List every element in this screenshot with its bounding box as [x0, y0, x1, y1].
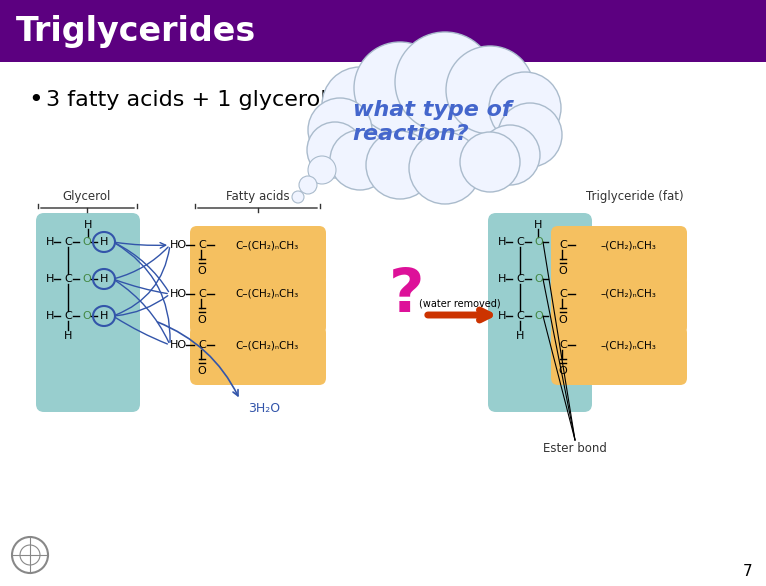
Text: O: O — [558, 266, 568, 276]
FancyBboxPatch shape — [36, 213, 140, 412]
Circle shape — [308, 156, 336, 184]
Text: C: C — [516, 274, 524, 284]
FancyBboxPatch shape — [488, 213, 592, 412]
Text: O: O — [198, 366, 206, 376]
Text: C: C — [559, 240, 567, 250]
Text: –(CH₂)ₙCH₃: –(CH₂)ₙCH₃ — [600, 240, 656, 250]
Text: O: O — [535, 237, 543, 247]
Text: C: C — [516, 237, 524, 247]
Text: O: O — [535, 274, 543, 284]
Circle shape — [307, 122, 363, 178]
Circle shape — [330, 130, 390, 190]
Text: H: H — [83, 220, 92, 230]
Text: O: O — [83, 237, 91, 247]
Circle shape — [299, 176, 317, 194]
Text: O: O — [558, 366, 568, 376]
Text: (water removed): (water removed) — [419, 299, 501, 309]
Circle shape — [480, 125, 540, 185]
Text: H: H — [498, 311, 506, 321]
Text: Glycerol: Glycerol — [63, 190, 111, 203]
Circle shape — [446, 46, 534, 134]
Bar — [340, 90, 535, 170]
FancyBboxPatch shape — [190, 275, 326, 334]
Text: C–(CH₂)ₙCH₃: C–(CH₂)ₙCH₃ — [235, 240, 299, 250]
Text: Fatty acids: Fatty acids — [226, 190, 290, 203]
Circle shape — [409, 132, 481, 204]
Text: O: O — [535, 311, 543, 321]
Text: H: H — [100, 274, 108, 284]
Text: H: H — [64, 331, 72, 341]
FancyBboxPatch shape — [551, 326, 687, 385]
Text: C: C — [64, 311, 72, 321]
Text: HO: HO — [169, 240, 187, 250]
Text: •: • — [28, 88, 43, 112]
Text: O: O — [198, 266, 206, 276]
Text: 3H₂O: 3H₂O — [248, 401, 280, 414]
Text: Triglyceride (fat): Triglyceride (fat) — [586, 190, 684, 203]
Text: what type of
reaction?: what type of reaction? — [353, 100, 511, 144]
Text: O: O — [83, 274, 91, 284]
Text: H: H — [46, 237, 54, 247]
Circle shape — [395, 32, 495, 132]
Circle shape — [308, 98, 372, 162]
Text: H: H — [498, 237, 506, 247]
Text: C–(CH₂)ₙCH₃: C–(CH₂)ₙCH₃ — [235, 289, 299, 299]
Circle shape — [292, 191, 304, 203]
Text: H: H — [498, 274, 506, 284]
FancyBboxPatch shape — [551, 226, 687, 285]
Text: Ester bond: Ester bond — [543, 441, 607, 455]
Circle shape — [354, 42, 446, 134]
Text: –(CH₂)ₙCH₃: –(CH₂)ₙCH₃ — [600, 289, 656, 299]
Text: O: O — [558, 315, 568, 325]
Circle shape — [489, 72, 561, 144]
Text: C: C — [198, 340, 206, 350]
Text: 7: 7 — [743, 564, 753, 580]
Text: HO: HO — [169, 289, 187, 299]
Text: C: C — [516, 311, 524, 321]
Circle shape — [460, 132, 520, 192]
Text: C: C — [64, 237, 72, 247]
Circle shape — [322, 67, 398, 143]
Text: C: C — [198, 289, 206, 299]
Text: C–(CH₂)ₙCH₃: C–(CH₂)ₙCH₃ — [235, 340, 299, 350]
Text: C: C — [198, 240, 206, 250]
Text: H: H — [100, 311, 108, 321]
Text: C: C — [559, 289, 567, 299]
Text: HO: HO — [169, 340, 187, 350]
Text: H: H — [100, 237, 108, 247]
Text: H: H — [46, 311, 54, 321]
Text: ?: ? — [389, 265, 425, 325]
Circle shape — [366, 131, 434, 199]
Text: H: H — [534, 220, 542, 230]
FancyBboxPatch shape — [190, 226, 326, 285]
Text: C: C — [64, 274, 72, 284]
Text: –(CH₂)ₙCH₃: –(CH₂)ₙCH₃ — [600, 340, 656, 350]
Text: Triglycerides: Triglycerides — [16, 15, 257, 47]
Bar — [0, 0, 766, 62]
Text: H: H — [516, 331, 524, 341]
FancyBboxPatch shape — [190, 326, 326, 385]
FancyBboxPatch shape — [551, 275, 687, 334]
Text: 3 fatty acids + 1 glycerol: 3 fatty acids + 1 glycerol — [46, 90, 326, 110]
Text: O: O — [83, 311, 91, 321]
Circle shape — [498, 103, 562, 167]
Text: H: H — [46, 274, 54, 284]
Text: C: C — [559, 340, 567, 350]
Text: O: O — [198, 315, 206, 325]
